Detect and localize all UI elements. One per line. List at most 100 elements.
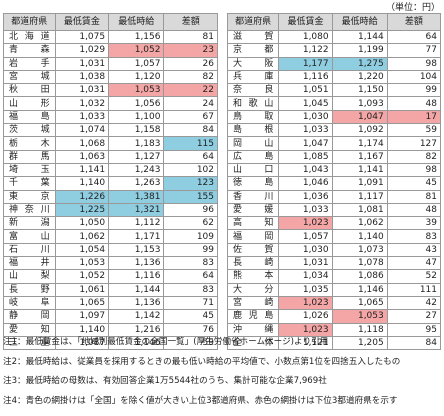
cell: 1,140: [331, 229, 388, 244]
note: 注1：最低賃金は、「地域別最低賃金の全国一覧」(厚生労働省ホームページ)より引用: [3, 337, 329, 347]
row: 茨城 1,074 1,158 84: [3, 123, 218, 138]
cell: 1,275: [331, 56, 388, 71]
cell: 1,086: [331, 269, 388, 284]
prefecture: 富山: [3, 229, 56, 244]
prefecture: 山梨: [3, 269, 56, 284]
row: 高知 1,023 1,062 39: [226, 216, 442, 231]
row: 滋賀 1,080 1,144 64: [226, 29, 442, 45]
row: 長野 1,061 1,144 83: [3, 282, 218, 297]
row: 静岡 1,097 1,142 45: [3, 309, 218, 324]
cell: 1,144: [331, 29, 388, 45]
cell: 42: [386, 295, 442, 311]
cell: 1,116: [108, 269, 165, 284]
cell: 1,127: [108, 149, 165, 164]
cell: 1,053: [54, 256, 110, 271]
row: 千葉 1,140 1,263 123: [3, 176, 218, 191]
prefecture: 青森: [3, 43, 56, 58]
cell: 1,062: [54, 229, 110, 244]
cell: 1,034: [278, 269, 333, 284]
cell: 71: [163, 295, 218, 311]
cell: 1,141: [54, 162, 110, 178]
cell: 96: [163, 202, 218, 218]
cell: 1,122: [278, 43, 333, 58]
prefecture: 宮崎: [226, 295, 280, 311]
cell: 64: [163, 149, 218, 164]
prefecture: 広島: [226, 149, 280, 164]
header-row: 都道府県 最低賃金 最低時給 差額: [3, 13, 218, 31]
cell: 27: [386, 309, 442, 324]
cell: 1,177: [278, 56, 333, 71]
prefecture: 福島: [3, 109, 56, 125]
cell: 48: [386, 96, 442, 111]
row: 秋田 1,031 1,053 22: [3, 83, 218, 98]
cell: 67: [163, 109, 218, 125]
cell: 115: [163, 136, 218, 151]
row: 富山 1,062 1,171 109: [3, 229, 218, 244]
cell: 1,243: [108, 162, 165, 178]
cell: 1,052: [54, 269, 110, 284]
prefecture: 熊本: [226, 269, 280, 284]
prefecture: 三重: [3, 335, 56, 351]
header-cell: 最低賃金: [54, 13, 110, 31]
cell: 1,047: [331, 109, 388, 125]
cell: 81: [163, 29, 218, 45]
cell: 1,080: [278, 29, 333, 45]
row: 京都 1,122 1,199 77: [226, 43, 442, 58]
row: 山梨 1,052 1,116 64: [3, 269, 218, 284]
cell: 84: [163, 123, 218, 138]
cell: 111: [386, 282, 442, 297]
prefecture: 兵庫: [226, 69, 280, 85]
cell: 1,205: [331, 335, 388, 351]
cell: 23: [163, 43, 218, 58]
header-cell: 差額: [386, 13, 442, 31]
prefecture: 愛媛: [226, 202, 280, 218]
prefecture: 茨城: [3, 123, 56, 138]
row: 広島 1,085 1,167 82: [226, 149, 442, 164]
row: 岡山 1,047 1,174 127: [226, 136, 442, 151]
prefecture: 福井: [3, 256, 56, 271]
prefecture: 群馬: [3, 149, 56, 164]
cell: 1,033: [278, 123, 333, 138]
cell: 1,091: [331, 176, 388, 191]
prefecture: 佐賀: [226, 242, 280, 258]
row: 大分 1,035 1,146 111: [226, 282, 442, 297]
cell: 17: [386, 109, 442, 125]
cell: 48: [386, 202, 442, 218]
note: 注2：最低時給は、従業員を採用するときの最も低い時給の平均値で、小数点第1位を四…: [3, 356, 401, 367]
cell: 83: [163, 282, 218, 297]
header-cell: 都道府県: [226, 13, 280, 31]
cell: 1,097: [54, 309, 110, 324]
cell: 1,321: [108, 202, 165, 218]
prefecture: 全体: [226, 335, 280, 351]
cell: 1,023: [278, 216, 333, 231]
cell: 1,183: [108, 136, 165, 151]
cell: 1,031: [54, 83, 110, 98]
row: 東京 1,226 1,381 155: [3, 189, 218, 204]
cell: 1,092: [331, 123, 388, 138]
prefecture: 新潟: [3, 216, 56, 231]
prefecture: 香川: [226, 189, 280, 204]
cell: 1,057: [278, 229, 333, 244]
header-cell: 最低時給: [331, 13, 388, 31]
prefecture: 長崎: [226, 256, 280, 271]
row: 福岡 1,057 1,140 83: [226, 229, 442, 244]
cell: 39: [386, 216, 442, 231]
cell: 22: [163, 83, 218, 98]
row: 石川 1,054 1,153 99: [3, 242, 218, 258]
cell: 1,116: [278, 69, 333, 85]
cell: 1,047: [278, 136, 333, 151]
prefecture: 京都: [226, 43, 280, 58]
header-cell: 都道府県: [3, 13, 56, 31]
cell: 155: [163, 189, 218, 204]
cell: 1,056: [108, 96, 165, 111]
prefecture: 岡山: [226, 136, 280, 151]
row: 島根 1,033 1,092 59: [226, 123, 442, 138]
cell: 1,062: [331, 216, 388, 231]
cell: 1,121: [278, 335, 333, 351]
cell: 64: [386, 29, 442, 45]
cell: 1,063: [54, 149, 110, 164]
cell: 1,033: [54, 109, 110, 125]
row: 兵庫 1,116 1,220 104: [226, 69, 442, 85]
cell: 43: [386, 242, 442, 258]
